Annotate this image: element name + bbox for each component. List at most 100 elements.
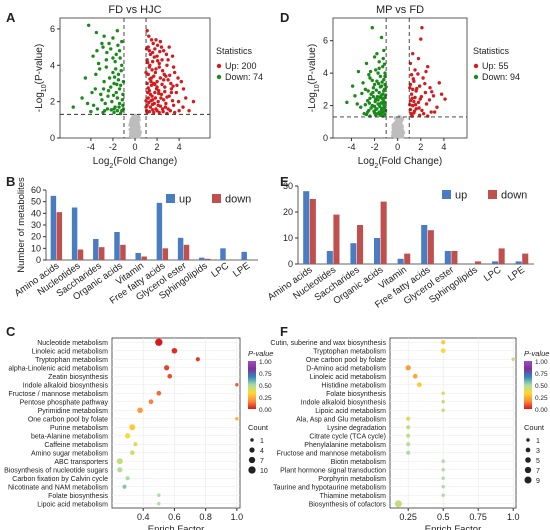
down-point bbox=[116, 72, 121, 77]
up-point bbox=[421, 76, 425, 80]
up-point bbox=[424, 102, 429, 106]
down-point bbox=[116, 78, 121, 82]
down-point bbox=[361, 81, 365, 85]
x-tick-label: -2 bbox=[371, 142, 379, 152]
bar-down bbox=[404, 253, 411, 264]
down-point bbox=[106, 94, 110, 98]
down-point bbox=[111, 56, 115, 60]
up-point bbox=[164, 52, 169, 57]
up-point bbox=[170, 54, 175, 58]
pathway-label: Lysine degradation bbox=[327, 425, 386, 432]
down-point bbox=[94, 30, 99, 35]
ns-point bbox=[393, 122, 397, 126]
bar-down bbox=[99, 247, 105, 260]
up-point bbox=[146, 86, 150, 90]
legend-marker bbox=[473, 74, 479, 80]
pathway-dot bbox=[164, 365, 170, 371]
up-point bbox=[176, 99, 181, 104]
down-point bbox=[378, 112, 382, 117]
down-point bbox=[95, 107, 100, 111]
down-point bbox=[107, 41, 111, 46]
down-point bbox=[116, 43, 120, 47]
down-point bbox=[382, 87, 387, 92]
up-point bbox=[411, 87, 415, 92]
up-point bbox=[147, 34, 151, 38]
pathway-label: One carbon pool by folate bbox=[28, 416, 108, 423]
plot-frame bbox=[111, 337, 241, 509]
down-point bbox=[380, 92, 385, 96]
down-point bbox=[106, 89, 111, 93]
down-point bbox=[96, 61, 101, 66]
down-point bbox=[370, 78, 374, 83]
panel-letter-d: D bbox=[280, 10, 289, 25]
up-point bbox=[150, 108, 155, 112]
panel-letter-c: C bbox=[6, 324, 16, 339]
pathway-label: Caffeine metabolism bbox=[44, 442, 108, 449]
size-legend-label: 3 bbox=[536, 448, 540, 455]
up-point bbox=[423, 81, 427, 86]
up-point bbox=[148, 92, 153, 97]
bar-up bbox=[421, 225, 428, 264]
up-point bbox=[411, 103, 415, 108]
up-point bbox=[429, 110, 433, 114]
pathway-dot bbox=[235, 417, 239, 421]
down-point bbox=[374, 68, 378, 72]
down-point bbox=[95, 49, 99, 53]
down-point bbox=[364, 61, 369, 66]
up-point bbox=[166, 58, 170, 62]
x-tick-label: 0.75 bbox=[469, 512, 487, 522]
pathway-dot bbox=[441, 391, 445, 395]
up-point bbox=[153, 96, 158, 100]
down-point bbox=[359, 105, 363, 109]
volcano-title: FD vs HJC bbox=[108, 4, 161, 16]
down-point bbox=[382, 62, 387, 66]
size-legend-dot bbox=[526, 438, 530, 442]
up-point bbox=[154, 38, 158, 42]
down-point bbox=[377, 66, 381, 70]
down-point bbox=[115, 96, 120, 100]
up-point bbox=[155, 43, 160, 47]
down-point bbox=[376, 71, 380, 75]
pathway-label: Indole alkaloid biosynthesis bbox=[301, 399, 387, 406]
up-point bbox=[161, 49, 166, 53]
bar-down bbox=[120, 244, 126, 260]
up-point bbox=[191, 99, 196, 104]
down-point bbox=[102, 109, 107, 113]
volcano-panel-d: MP vs FD -4 -2 0 2 4 0 2 4 6 Log2(Fold Change) -Log… bbox=[307, 4, 520, 170]
bar-down bbox=[475, 261, 482, 264]
panel-letter-e: E bbox=[280, 174, 289, 189]
down-point bbox=[100, 98, 104, 102]
pathway-dot bbox=[441, 459, 445, 463]
colorbar-tick-label: 1.00 bbox=[535, 359, 548, 366]
bar-down bbox=[309, 199, 316, 264]
y-tick-label: 10 bbox=[31, 243, 41, 253]
legend-swatch bbox=[488, 190, 497, 199]
size-legend-label: 4 bbox=[260, 448, 264, 455]
up-point bbox=[432, 110, 437, 114]
up-point bbox=[154, 67, 158, 71]
up-point bbox=[153, 47, 157, 51]
pathway-label: Pentose phosphate pathway bbox=[20, 399, 109, 406]
bar-down bbox=[77, 249, 84, 260]
size-legend-label: 1 bbox=[260, 438, 264, 445]
down-point bbox=[112, 81, 116, 86]
ns-point bbox=[135, 135, 139, 139]
down-point bbox=[102, 34, 106, 38]
down-point bbox=[370, 26, 374, 30]
up-point bbox=[412, 99, 416, 104]
bar-up bbox=[156, 202, 163, 260]
colorbar-title: P-value bbox=[248, 349, 273, 358]
size-legend-label: 7 bbox=[260, 458, 264, 465]
down-point bbox=[381, 56, 385, 61]
y-tick-label: 0 bbox=[50, 133, 55, 143]
size-legend-dot bbox=[524, 476, 532, 484]
up-point bbox=[152, 110, 156, 115]
x-tick-label: 0.6 bbox=[168, 512, 181, 522]
down-point bbox=[121, 107, 126, 111]
ns-point bbox=[134, 122, 138, 126]
y-tick-label: 30 bbox=[283, 181, 293, 191]
bar-down bbox=[427, 230, 434, 264]
down-point bbox=[118, 56, 122, 60]
